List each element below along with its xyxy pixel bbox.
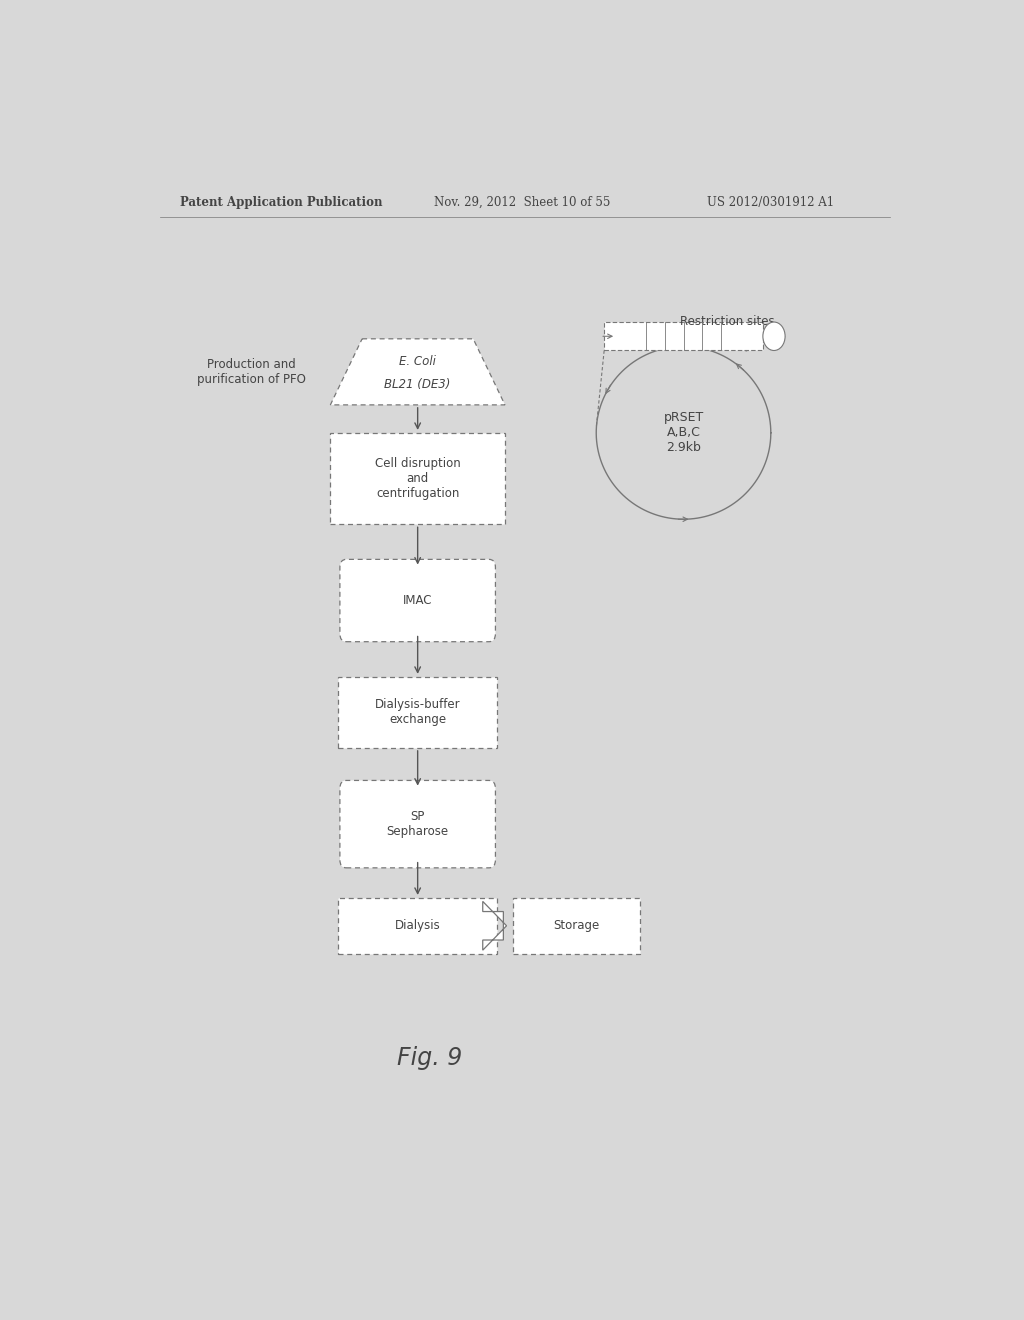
Polygon shape bbox=[482, 902, 507, 950]
Text: US 2012/0301912 A1: US 2012/0301912 A1 bbox=[708, 195, 835, 209]
Text: Dialysis-buffer
exchange: Dialysis-buffer exchange bbox=[375, 698, 461, 726]
Text: Dialysis: Dialysis bbox=[395, 919, 440, 932]
Text: Production and
purification of PFO: Production and purification of PFO bbox=[197, 358, 305, 385]
Text: SP
Sepharose: SP Sepharose bbox=[387, 810, 449, 838]
FancyBboxPatch shape bbox=[604, 322, 763, 351]
Text: Fig. 9: Fig. 9 bbox=[397, 1045, 462, 1071]
FancyBboxPatch shape bbox=[513, 898, 640, 954]
FancyBboxPatch shape bbox=[340, 560, 496, 642]
Text: Nov. 29, 2012  Sheet 10 of 55: Nov. 29, 2012 Sheet 10 of 55 bbox=[433, 195, 610, 209]
Text: Storage: Storage bbox=[553, 919, 599, 932]
FancyBboxPatch shape bbox=[340, 780, 496, 867]
Circle shape bbox=[763, 322, 785, 351]
Text: Cell disruption
and
centrifugation: Cell disruption and centrifugation bbox=[375, 457, 461, 500]
Polygon shape bbox=[331, 339, 505, 405]
FancyBboxPatch shape bbox=[331, 433, 505, 524]
Text: BL21 (DE3): BL21 (DE3) bbox=[384, 378, 451, 391]
Text: Patent Application Publication: Patent Application Publication bbox=[179, 195, 382, 209]
FancyBboxPatch shape bbox=[338, 677, 497, 748]
Text: pRSET
A,B,C
2.9kb: pRSET A,B,C 2.9kb bbox=[664, 412, 703, 454]
FancyBboxPatch shape bbox=[338, 898, 497, 954]
Text: Restriction sites: Restriction sites bbox=[680, 314, 774, 327]
Text: IMAC: IMAC bbox=[402, 594, 432, 607]
Text: E. Coli: E. Coli bbox=[399, 355, 436, 368]
